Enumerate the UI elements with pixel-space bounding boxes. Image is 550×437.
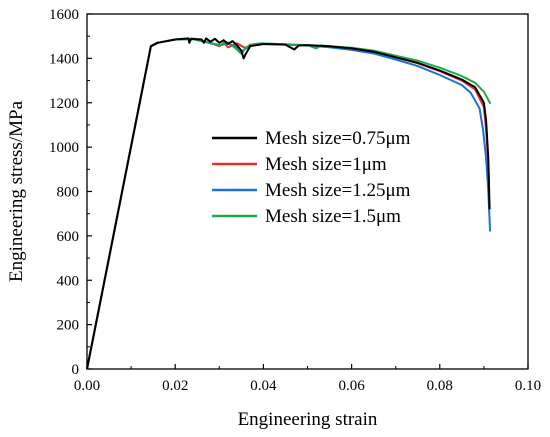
y-tick-label: 1200 — [49, 96, 79, 112]
x-tick-label: 0.02 — [162, 378, 188, 394]
x-tick-label: 0.00 — [74, 378, 100, 394]
y-axis-label: Engineering stress/MPa — [6, 100, 27, 282]
x-tick-label: 0.10 — [515, 378, 541, 394]
series-line-3 — [86, 38, 492, 370]
y-tick-label: 0 — [72, 362, 80, 378]
legend-label-3: Mesh size=1.25μm — [265, 180, 411, 201]
legend: Mesh size=0.75μm Mesh size=1μm Mesh size=1… — [212, 128, 411, 227]
y-tick-label: 800 — [57, 185, 80, 201]
series-line-2 — [86, 37, 491, 370]
x-tick-label: 0.04 — [250, 378, 277, 394]
series-lines-group — [86, 37, 492, 370]
legend-label-4: Mesh size=1.5μm — [265, 206, 401, 227]
x-axis-label: Engineering strain — [238, 409, 378, 430]
y-tick-label: 1000 — [49, 140, 79, 156]
series-line-4 — [86, 38, 492, 370]
y-tick-label: 1600 — [49, 7, 79, 23]
x-tick-label: 0.06 — [338, 378, 365, 394]
y-tick-label: 200 — [57, 318, 80, 334]
y-axis-ticks: 0 200 400 600 800 1000 1200 1400 1600 — [49, 7, 92, 378]
y-tick-label: 600 — [57, 229, 80, 245]
x-tick-label: 0.08 — [427, 378, 453, 394]
legend-label-1: Mesh size=0.75μm — [265, 128, 411, 149]
y-tick-label: 400 — [57, 273, 80, 289]
y-tick-label: 1400 — [49, 51, 79, 67]
series-line-1 — [86, 37, 491, 370]
legend-label-2: Mesh size=1μm — [265, 154, 387, 175]
x-axis-ticks: 0.00 0.02 0.04 0.06 0.08 0.10 — [74, 364, 541, 394]
